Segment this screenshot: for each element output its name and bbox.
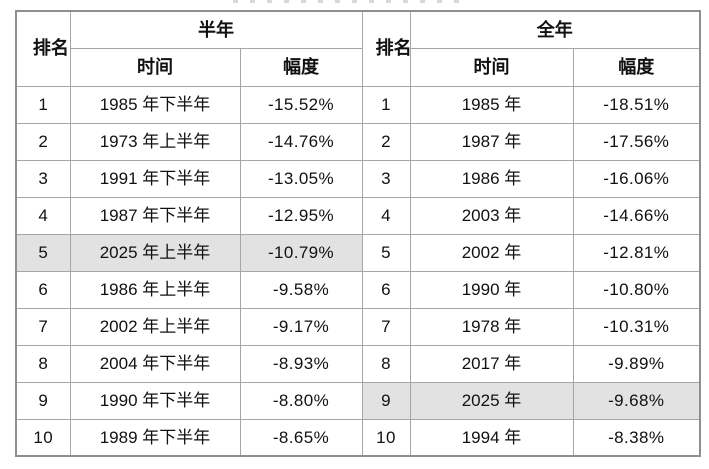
header-row-sub: 时间 幅度 时间 幅度: [16, 47, 701, 87]
table-row: 1 1985 年下半年 -15.52% 1 1985 年 -18.51%: [15, 85, 701, 124]
full-amp-header: 幅度: [572, 47, 701, 87]
full-rank-cell: 7: [361, 307, 411, 346]
half-time-cell: 2025 年上半年: [69, 233, 241, 272]
half-amp-cell: -8.80%: [239, 381, 363, 420]
full-amp-cell: -10.31%: [572, 307, 701, 346]
full-time-cell: 1986 年: [409, 159, 574, 198]
table-row: 6 1986 年上半年 -9.58% 6 1990 年 -10.80%: [15, 270, 701, 309]
half-rank-cell: 4: [15, 196, 71, 235]
half-rank-cell: 3: [15, 159, 71, 198]
full-amp-cell: -18.51%: [572, 85, 701, 124]
half-rank-cell: 6: [15, 270, 71, 309]
half-amp-cell: -10.79%: [239, 233, 363, 272]
full-rank-cell: 1: [361, 85, 411, 124]
full-time-cell: 1994 年: [409, 418, 574, 457]
full-rank-cell: 2: [361, 122, 411, 161]
cropped-text-remnant: [233, 0, 463, 3]
half-rank-cell: 9: [15, 381, 71, 420]
header-row-top: 排名 半年 排名 全年: [15, 10, 701, 87]
full-time-cell: 1978 年: [409, 307, 574, 346]
table-row-highlighted-full: 9 1990 年下半年 -8.80% 9 2025 年 -9.68%: [15, 381, 701, 420]
half-amp-cell: -12.95%: [239, 196, 363, 235]
table-row-highlighted-half: 5 2025 年上半年 -10.79% 5 2002 年 -12.81%: [15, 233, 701, 272]
full-time-cell: 1985 年: [409, 85, 574, 124]
half-amp-cell: -14.76%: [239, 122, 363, 161]
full-time-cell: 2017 年: [409, 344, 574, 383]
full-rank-header-label: 排名: [375, 38, 410, 59]
table-row: 4 1987 年下半年 -12.95% 4 2003 年 -14.66%: [15, 196, 701, 235]
half-time-cell: 1987 年下半年: [69, 196, 241, 235]
table-row: 7 2002 年上半年 -9.17% 7 1978 年 -10.31%: [15, 307, 701, 346]
full-rank-cell: 10: [361, 418, 411, 457]
full-time-cell: 1990 年: [409, 270, 574, 309]
full-amp-cell: -8.38%: [572, 418, 701, 457]
full-rank-header: 排名: [361, 10, 411, 87]
half-amp-cell: -9.58%: [239, 270, 363, 309]
half-time-cell: 1986 年上半年: [69, 270, 241, 309]
half-rank-cell: 7: [15, 307, 71, 346]
half-rank-header-label: 排名: [32, 38, 69, 59]
half-time-cell: 2004 年下半年: [69, 344, 241, 383]
full-rank-cell: 8: [361, 344, 411, 383]
table-row: 2 1973 年上半年 -14.76% 2 1987 年 -17.56%: [15, 122, 701, 161]
half-rank-cell: 10: [15, 418, 71, 457]
half-amp-cell: -8.65%: [239, 418, 363, 457]
full-amp-cell: -16.06%: [572, 159, 701, 198]
full-year-section-header: 全年: [409, 10, 701, 49]
half-amp-header: 幅度: [239, 47, 363, 87]
full-rank-cell: 4: [361, 196, 411, 235]
table-row: 3 1991 年下半年 -13.05% 3 1986 年 -16.06%: [15, 159, 701, 198]
half-rank-cell: 1: [15, 85, 71, 124]
full-amp-cell: -17.56%: [572, 122, 701, 161]
half-amp-cell: -15.52%: [239, 85, 363, 124]
half-time-cell: 1989 年下半年: [69, 418, 241, 457]
full-amp-cell: -14.66%: [572, 196, 701, 235]
full-time-cell: 2003 年: [409, 196, 574, 235]
full-amp-cell: -12.81%: [572, 233, 701, 272]
full-time-header: 时间: [409, 47, 574, 87]
table-row: 10 1989 年下半年 -8.65% 10 1994 年 -8.38%: [15, 418, 701, 457]
half-time-cell: 1985 年下半年: [69, 85, 241, 124]
full-amp-cell: -9.89%: [572, 344, 701, 383]
half-amp-cell: -13.05%: [239, 159, 363, 198]
full-amp-cell: -9.68%: [572, 381, 701, 420]
full-time-cell: 2025 年: [409, 381, 574, 420]
table-row: 8 2004 年下半年 -8.93% 8 2017 年 -9.89%: [15, 344, 701, 383]
half-time-cell: 1990 年下半年: [69, 381, 241, 420]
full-time-cell: 1987 年: [409, 122, 574, 161]
half-rank-header: 排名: [15, 10, 71, 87]
decline-ranking-table: 排名 半年 排名 全年 时间 幅度 时间 幅度 1 1985 年下半年 -15.…: [15, 10, 701, 457]
half-rank-cell: 8: [15, 344, 71, 383]
half-rank-cell: 5: [15, 233, 71, 272]
half-time-header: 时间: [69, 47, 241, 87]
full-rank-cell: 6: [361, 270, 411, 309]
full-rank-cell: 5: [361, 233, 411, 272]
half-time-cell: 2002 年上半年: [69, 307, 241, 346]
half-time-cell: 1973 年上半年: [69, 122, 241, 161]
full-time-cell: 2002 年: [409, 233, 574, 272]
half-year-section-header: 半年: [69, 10, 363, 49]
half-time-cell: 1991 年下半年: [69, 159, 241, 198]
half-rank-cell: 2: [15, 122, 71, 161]
full-rank-cell: 3: [361, 159, 411, 198]
half-amp-cell: -8.93%: [239, 344, 363, 383]
full-rank-cell: 9: [361, 381, 411, 420]
full-amp-cell: -10.80%: [572, 270, 701, 309]
half-amp-cell: -9.17%: [239, 307, 363, 346]
